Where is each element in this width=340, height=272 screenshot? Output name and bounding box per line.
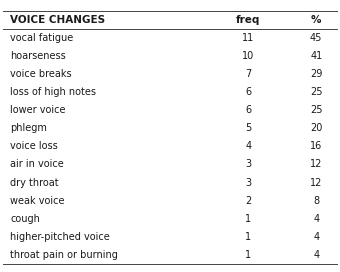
Text: 25: 25 [310,105,322,115]
Text: 20: 20 [310,123,322,133]
Text: freq: freq [236,15,260,25]
Text: VOICE CHANGES: VOICE CHANGES [10,15,105,25]
Text: throat pain or burning: throat pain or burning [10,250,118,260]
Text: %: % [311,15,321,25]
Text: 16: 16 [310,141,322,152]
Text: 12: 12 [310,159,322,169]
Text: cough: cough [10,214,40,224]
Text: vocal fatigue: vocal fatigue [10,33,73,43]
Text: voice breaks: voice breaks [10,69,72,79]
Text: 4: 4 [245,141,251,152]
Text: 12: 12 [310,178,322,187]
Text: dry throat: dry throat [10,178,59,187]
Text: 4: 4 [313,232,319,242]
Text: voice loss: voice loss [10,141,58,152]
Text: 1: 1 [245,214,251,224]
Text: phlegm: phlegm [10,123,47,133]
Text: 6: 6 [245,105,251,115]
Text: 45: 45 [310,33,322,43]
Text: 3: 3 [245,159,251,169]
Text: 1: 1 [245,232,251,242]
Text: 3: 3 [245,178,251,187]
Text: 5: 5 [245,123,251,133]
Text: 4: 4 [313,214,319,224]
Text: 29: 29 [310,69,322,79]
Text: 2: 2 [245,196,251,206]
Text: 11: 11 [242,33,254,43]
Text: 1: 1 [245,250,251,260]
Text: higher-pitched voice: higher-pitched voice [10,232,110,242]
Text: air in voice: air in voice [10,159,64,169]
Text: 8: 8 [313,196,319,206]
Text: 4: 4 [313,250,319,260]
Text: lower voice: lower voice [10,105,66,115]
Text: 25: 25 [310,87,322,97]
Text: weak voice: weak voice [10,196,65,206]
Text: hoarseness: hoarseness [10,51,66,61]
Text: 6: 6 [245,87,251,97]
Text: 41: 41 [310,51,322,61]
Text: loss of high notes: loss of high notes [10,87,96,97]
Text: 7: 7 [245,69,251,79]
Text: 10: 10 [242,51,254,61]
